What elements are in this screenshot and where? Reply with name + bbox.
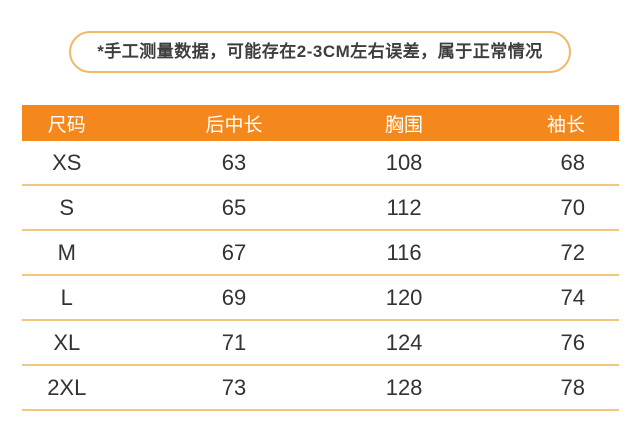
cell-back-length: 71 bbox=[221, 329, 247, 355]
cell-chest: 128 bbox=[385, 374, 423, 400]
cell-chest: 124 bbox=[385, 329, 423, 355]
cell-sleeve: 68 bbox=[560, 149, 585, 175]
cell-back-length: 67 bbox=[221, 239, 247, 265]
column-header-sleeve: 袖长 bbox=[546, 114, 585, 136]
table-row: L 69 120 74 bbox=[22, 276, 619, 321]
cell-chest: 112 bbox=[386, 194, 422, 220]
cell-chest: 108 bbox=[385, 149, 423, 175]
cell-back-length: 65 bbox=[221, 194, 247, 220]
cell-size: M bbox=[57, 239, 76, 265]
cell-chest: 120 bbox=[385, 284, 423, 310]
cell-size: L bbox=[60, 284, 73, 310]
cell-back-length: 69 bbox=[221, 284, 247, 310]
column-header-size: 尺码 bbox=[47, 114, 86, 136]
table-row: XL 71 124 76 bbox=[22, 321, 619, 366]
table-row: S 65 112 70 bbox=[22, 186, 619, 231]
table-row: 2XL 73 128 78 bbox=[22, 366, 619, 411]
table-row: XS 63 108 68 bbox=[22, 141, 619, 186]
column-header-back-length: 后中长 bbox=[205, 114, 263, 136]
cell-size: XS bbox=[52, 149, 82, 175]
cell-sleeve: 72 bbox=[560, 239, 585, 265]
cell-sleeve: 78 bbox=[560, 374, 585, 400]
table-header-row: 尺码 后中长 胸围 袖长 bbox=[22, 105, 619, 141]
cell-sleeve: 76 bbox=[560, 329, 585, 355]
cell-size: XL bbox=[53, 329, 81, 355]
size-chart-table: 尺码 后中长 胸围 袖长 XS 63 108 68 S 65 112 70 M … bbox=[22, 105, 619, 411]
cell-size: S bbox=[59, 194, 75, 220]
cell-back-length: 63 bbox=[221, 149, 247, 175]
cell-back-length: 73 bbox=[221, 374, 247, 400]
cell-chest: 116 bbox=[386, 239, 422, 265]
measurement-notice-container: *手工测量数据，可能存在2-3CM左右误差，属于正常情况 bbox=[0, 31, 640, 73]
measurement-notice: *手工测量数据，可能存在2-3CM左右误差，属于正常情况 bbox=[69, 31, 571, 73]
column-header-chest: 胸围 bbox=[385, 114, 424, 136]
cell-sleeve: 70 bbox=[560, 194, 585, 220]
cell-sleeve: 74 bbox=[560, 284, 585, 310]
cell-size: 2XL bbox=[47, 374, 87, 400]
table-row: M 67 116 72 bbox=[22, 231, 619, 276]
